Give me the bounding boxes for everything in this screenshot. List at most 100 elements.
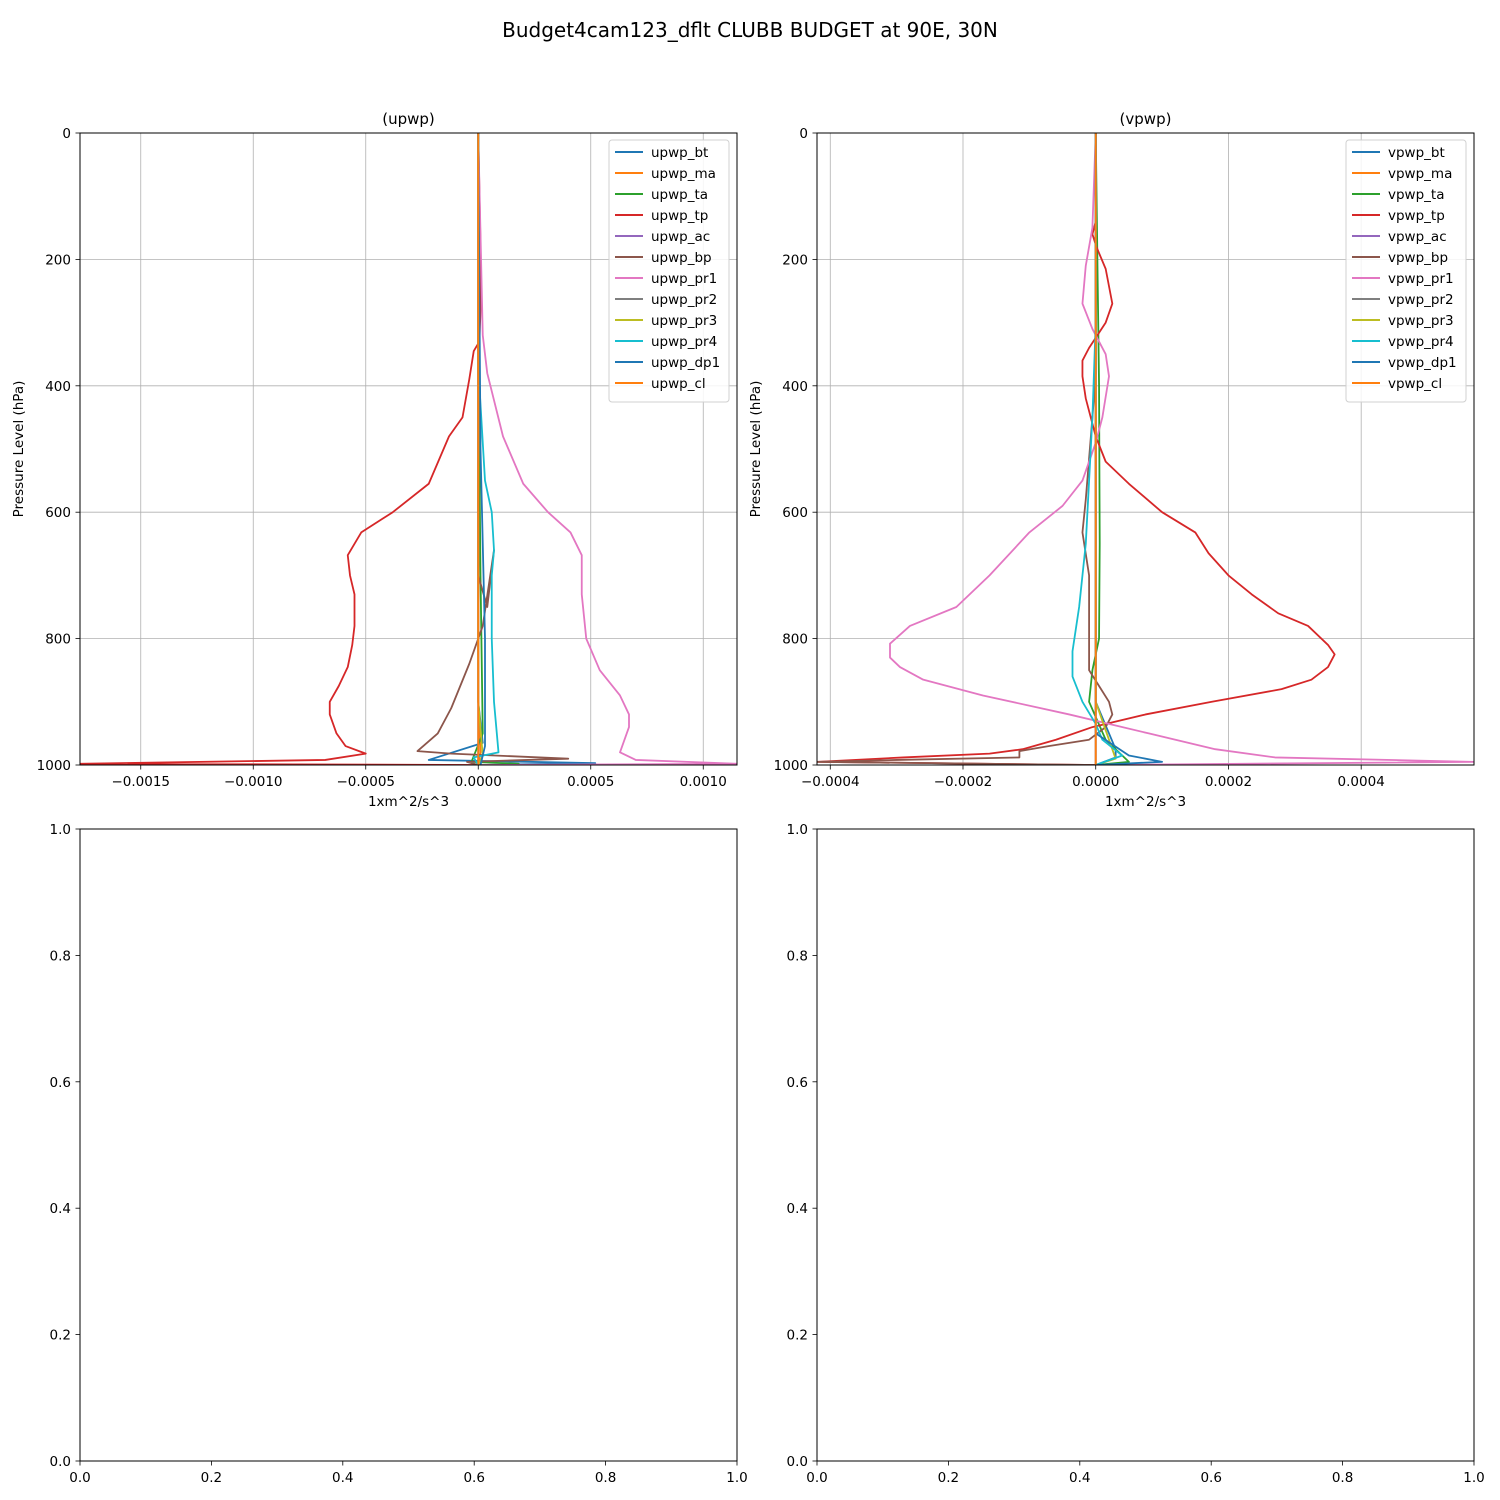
legend-entry: upwp_ta xyxy=(651,187,708,203)
x-tick-label: −0.0004 xyxy=(801,774,860,790)
series-line-upwp_tp xyxy=(80,133,482,765)
legend-entry: vpwp_bt xyxy=(1388,145,1445,161)
y-tick-label: 1000 xyxy=(37,758,71,774)
legend-entry: vpwp_dp1 xyxy=(1388,355,1457,371)
series-line-vpwp_pr4 xyxy=(1071,133,1124,765)
y-tick-label: 0 xyxy=(62,126,71,142)
y-tick-label: 400 xyxy=(782,379,808,395)
legend-entry: upwp_bt xyxy=(651,145,708,161)
y-tick-label: 1000 xyxy=(774,758,808,774)
x-axis-label: 1xm^2/s^3 xyxy=(1105,794,1186,810)
x-tick-label: 0.0 xyxy=(806,1470,827,1486)
legend-entry: upwp_cl xyxy=(651,376,706,392)
series-group xyxy=(80,133,737,765)
x-tick-label: 1.0 xyxy=(726,1470,747,1486)
y-tick-label: 0 xyxy=(799,126,808,142)
y-tick-label: 0.6 xyxy=(50,1075,71,1091)
panel-3: 0.0 0.2 0.4 0.6 0.8 1.0 0.0 0.2 0.4 0.6 0.8 1.0 xyxy=(50,822,748,1486)
axes-frame xyxy=(79,828,738,1462)
y-tick-label: 400 xyxy=(45,379,71,395)
x-tick-label: −0.0010 xyxy=(224,774,283,790)
legend: vpwp_bt vpwp_ma vpwp_ta vpwp_tp vpwp_ac vpwp_… xyxy=(1345,139,1467,403)
legend-entry: upwp_ma xyxy=(651,166,716,182)
axes-title: (vpwp) xyxy=(1120,110,1172,128)
legend-entry: upwp_pr4 xyxy=(651,334,717,350)
legend-entry: vpwp_cl xyxy=(1388,376,1442,392)
y-tick-label: 600 xyxy=(782,505,808,521)
y-tick-label: 0.4 xyxy=(50,1201,71,1217)
x-tick-label: 0.0002 xyxy=(1205,774,1252,790)
x-tick-label: 0.0000 xyxy=(1072,774,1119,790)
panels: −0.0015 −0.0010 −0.0005 0.0000 0.0005 0.00100… xyxy=(11,110,1485,1486)
axes-frame xyxy=(79,132,738,766)
panel-4: 0.0 0.2 0.4 0.6 0.8 1.0 0.0 0.2 0.4 0.6 0.8 1.0 xyxy=(787,822,1485,1486)
legend-box xyxy=(1345,139,1467,403)
x-tick-label: 0.4 xyxy=(332,1470,353,1486)
legend-entry: vpwp_bp xyxy=(1388,250,1448,266)
y-tick-label: 0.8 xyxy=(787,948,808,964)
x-tick-label: 0.8 xyxy=(595,1470,616,1486)
y-tick-label: 200 xyxy=(782,252,808,268)
legend: upwp_bt upwp_ma upwp_ta upwp_tp upwp_ac upwp_… xyxy=(608,139,730,403)
legend-entry: upwp_tp xyxy=(651,208,708,224)
legend-entry: vpwp_pr3 xyxy=(1388,313,1454,329)
x-tick-label: 0.0005 xyxy=(567,774,614,790)
x-tick-label: 0.2 xyxy=(201,1470,222,1486)
y-axis-label: Pressure Level (hPa) xyxy=(748,381,764,518)
x-tick-label: −0.0002 xyxy=(934,774,993,790)
x-tick-label: 0.0010 xyxy=(680,774,727,790)
y-tick-label: 0.2 xyxy=(787,1328,808,1344)
legend-entry: vpwp_ma xyxy=(1388,166,1452,182)
y-tick-label: 200 xyxy=(45,252,71,268)
x-tick-label: −0.0005 xyxy=(336,774,395,790)
series-line-upwp_pr4 xyxy=(472,133,500,765)
legend-entry: upwp_pr3 xyxy=(651,313,717,329)
series-line-upwp_pr1 xyxy=(477,133,737,765)
x-tick-label: 0.8 xyxy=(1332,1470,1353,1486)
axes-frame xyxy=(816,828,1475,1462)
x-tick-label: 0.2 xyxy=(938,1470,959,1486)
panel-1: −0.0015 −0.0010 −0.0005 0.0000 0.0005 0.0010 0… xyxy=(11,110,738,810)
x-axis-label: 1xm^2/s^3 xyxy=(368,794,449,810)
series-line-vpwp_dp1 xyxy=(1094,133,1163,765)
x-tick-label: −0.0015 xyxy=(111,774,170,790)
series-line-vpwp_tp xyxy=(817,133,1336,765)
y-tick-label: 0.6 xyxy=(787,1075,808,1091)
y-tick-label: 800 xyxy=(782,632,808,648)
series-line-upwp_bp xyxy=(416,133,570,765)
x-tick-label: 0.6 xyxy=(463,1470,484,1486)
series-line-upwp_dp1 xyxy=(477,133,486,765)
figure-title: Budget4cam123_dflt CLUBB BUDGET at 90E, … xyxy=(502,18,998,42)
y-tick-label: 1.0 xyxy=(787,822,808,838)
x-tick-label: 0.0004 xyxy=(1338,774,1385,790)
legend-entry: upwp_dp1 xyxy=(651,355,720,371)
legend-entry: vpwp_ac xyxy=(1388,229,1447,245)
legend-entry: vpwp_ta xyxy=(1388,187,1445,203)
legend-entry: vpwp_tp xyxy=(1388,208,1445,224)
y-tick-label: 0.2 xyxy=(50,1328,71,1344)
series-group xyxy=(817,133,1474,765)
y-tick-label: 0.4 xyxy=(787,1201,808,1217)
legend-entry: upwp_ac xyxy=(651,229,710,245)
x-tick-label: 0.0000 xyxy=(455,774,502,790)
legend-entry: upwp_bp xyxy=(651,250,712,266)
panel-2: −0.0004 −0.0002 0.0000 0.0002 0.0004 0 200 400 6… xyxy=(748,110,1475,810)
y-tick-label: 600 xyxy=(45,505,71,521)
y-tick-label: 800 xyxy=(45,632,71,648)
legend-entry: vpwp_pr4 xyxy=(1388,334,1454,350)
series-line-upwp_bt xyxy=(427,133,597,765)
legend-entry: upwp_pr2 xyxy=(651,292,717,308)
x-tick-label: 0.4 xyxy=(1069,1470,1090,1486)
x-tick-label: 0.0 xyxy=(69,1470,90,1486)
y-tick-label: 0.0 xyxy=(50,1454,71,1470)
x-tick-label: 1.0 xyxy=(1463,1470,1484,1486)
legend-entry: vpwp_pr2 xyxy=(1388,292,1454,308)
axes-frame xyxy=(816,132,1475,766)
y-axis-label: Pressure Level (hPa) xyxy=(11,381,27,518)
y-tick-label: 1.0 xyxy=(50,822,71,838)
y-tick-label: 0.0 xyxy=(787,1454,808,1470)
axes-title: (upwp) xyxy=(382,110,435,128)
legend-entry: upwp_pr1 xyxy=(651,271,717,287)
legend-box xyxy=(608,139,730,403)
